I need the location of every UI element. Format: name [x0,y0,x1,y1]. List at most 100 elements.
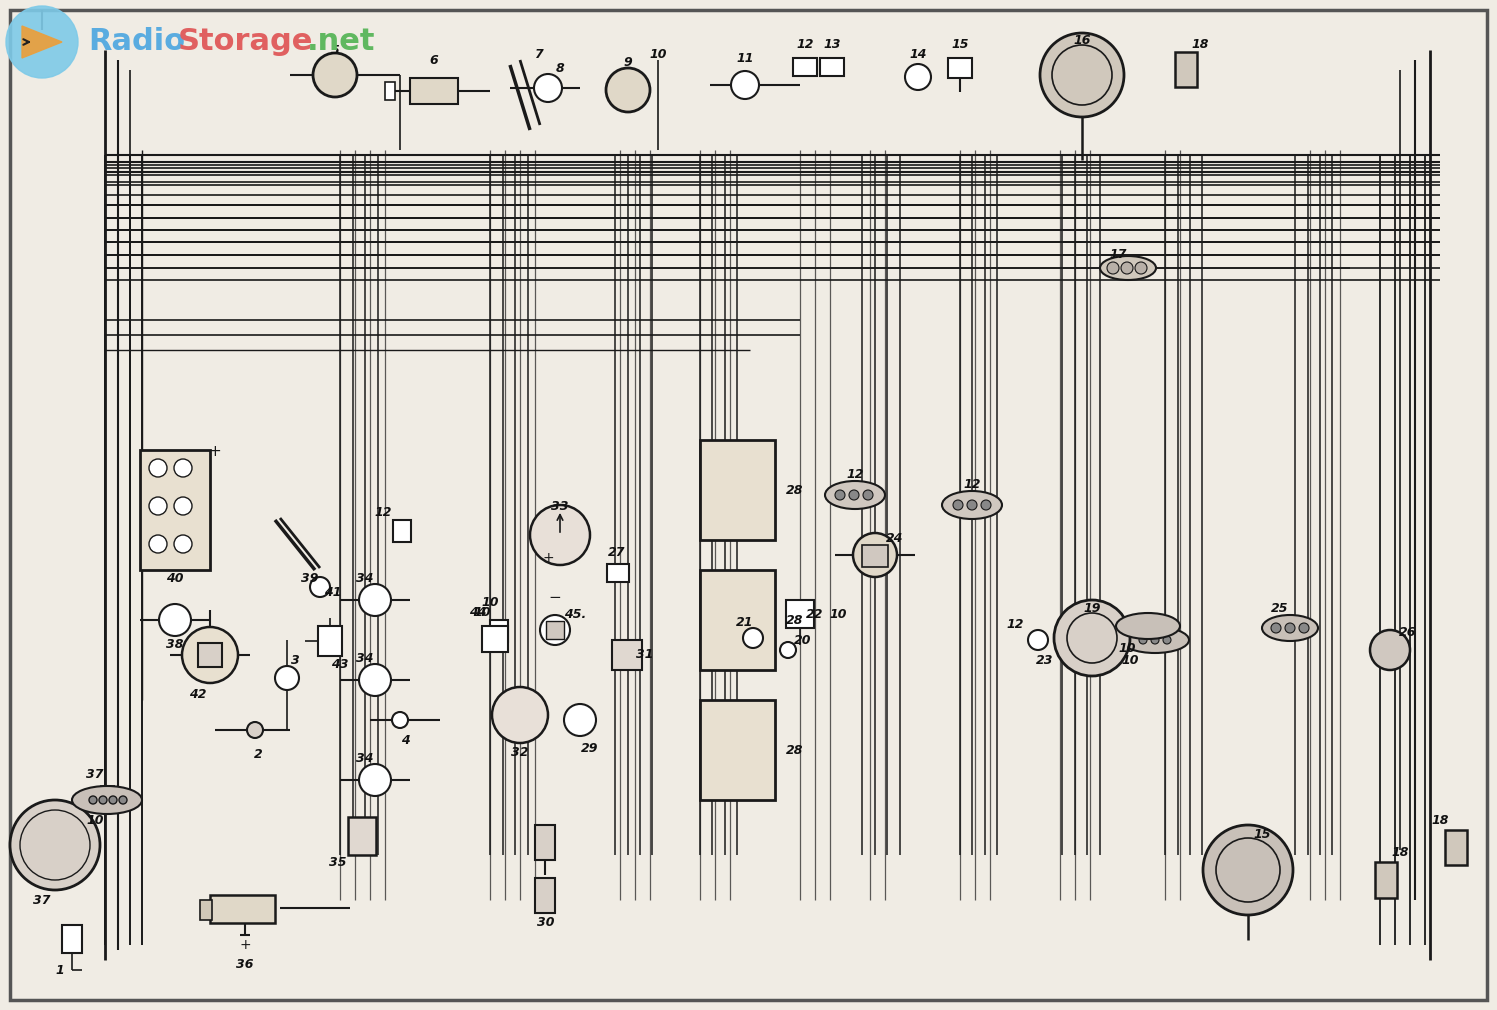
Text: 12: 12 [796,38,814,52]
Circle shape [109,796,117,804]
Text: 19: 19 [1084,602,1100,614]
Bar [948,58,972,78]
Text: −: − [548,591,561,606]
Bar [141,450,210,570]
Circle shape [1052,45,1112,105]
Circle shape [1040,33,1124,117]
Circle shape [392,712,409,728]
Text: 10: 10 [481,597,499,609]
Text: 40: 40 [166,572,184,585]
Circle shape [1204,825,1293,915]
Circle shape [1284,623,1295,633]
Circle shape [967,500,978,510]
Text: 6: 6 [430,54,439,67]
Circle shape [159,604,192,636]
Circle shape [19,810,90,880]
Text: 37: 37 [33,894,51,907]
Circle shape [1163,636,1171,644]
Bar [786,600,814,628]
Text: 33: 33 [551,501,569,513]
Circle shape [1370,630,1410,670]
Circle shape [954,500,963,510]
Text: 28: 28 [786,743,804,756]
Bar [482,626,507,652]
Text: 30: 30 [537,916,555,929]
Text: 18: 18 [1391,845,1409,858]
Text: 15: 15 [951,38,969,52]
Text: 35: 35 [329,855,347,869]
Circle shape [493,687,548,743]
Text: 32: 32 [512,745,528,759]
Circle shape [1028,630,1048,650]
Text: Storage: Storage [178,27,313,57]
Bar [701,700,775,800]
Text: 12: 12 [846,469,864,482]
Circle shape [1054,600,1130,676]
Text: 18: 18 [1192,38,1208,52]
Bar [546,621,564,639]
Text: 17: 17 [1109,248,1127,262]
Circle shape [150,459,168,477]
Text: 10: 10 [829,608,847,621]
Text: 23: 23 [1036,653,1054,667]
Bar [534,825,555,860]
Text: 13: 13 [823,38,841,52]
Circle shape [1299,623,1308,633]
Bar [606,564,629,582]
Text: 12: 12 [374,505,392,518]
Text: 10: 10 [1121,653,1139,667]
Circle shape [906,64,931,90]
Circle shape [183,627,238,683]
Circle shape [275,666,299,690]
Bar [347,817,376,855]
Text: 10: 10 [473,606,491,619]
Text: 43: 43 [331,659,349,672]
Circle shape [118,796,127,804]
Text: 10: 10 [650,48,666,62]
Bar [410,78,458,104]
Circle shape [780,642,796,658]
Bar [1175,52,1198,87]
Bar [701,570,775,670]
Text: 7: 7 [533,48,542,62]
Text: 39: 39 [301,572,319,585]
Circle shape [247,722,263,738]
Text: 2: 2 [253,748,262,762]
Text: 12: 12 [963,479,981,492]
Circle shape [1139,636,1147,644]
Text: 44: 44 [469,606,487,618]
Circle shape [534,74,561,102]
Bar [317,626,341,657]
Text: 27: 27 [608,545,626,559]
Circle shape [1135,262,1147,274]
Circle shape [835,490,844,500]
Text: 34: 34 [356,751,374,765]
Circle shape [540,615,570,645]
Text: 37: 37 [87,769,103,782]
Circle shape [359,764,391,796]
Text: 26: 26 [1400,625,1416,638]
Text: 4: 4 [401,733,409,746]
Circle shape [99,796,106,804]
Text: 20: 20 [795,633,811,646]
Circle shape [853,533,897,577]
Polygon shape [22,26,61,58]
Text: +: + [208,444,222,460]
Text: 1: 1 [55,964,64,977]
Circle shape [310,577,329,597]
Circle shape [564,704,596,736]
Text: 31: 31 [636,648,654,662]
Circle shape [862,490,873,500]
Circle shape [174,459,192,477]
Bar [490,620,507,642]
Circle shape [1216,838,1280,902]
Circle shape [88,796,97,804]
Circle shape [150,497,168,515]
Bar [612,640,642,670]
Ellipse shape [942,491,1001,519]
Circle shape [530,505,590,565]
Text: 28: 28 [786,484,804,497]
Circle shape [1151,636,1159,644]
Circle shape [6,6,78,78]
Circle shape [150,535,168,553]
